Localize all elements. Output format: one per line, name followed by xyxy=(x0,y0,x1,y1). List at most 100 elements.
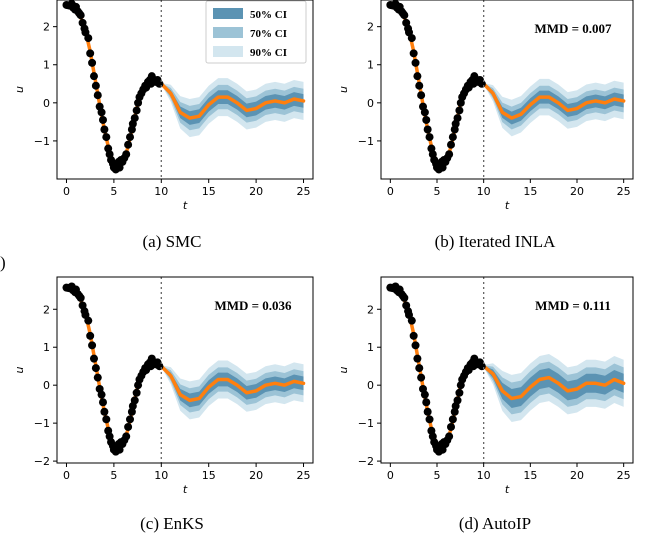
observation-point xyxy=(423,125,432,134)
x-tick-label: 0 xyxy=(63,469,70,482)
legend-label: 50% CI xyxy=(250,9,287,21)
observation-point xyxy=(76,293,85,302)
y-tick-label: 0 xyxy=(43,97,50,110)
x-tick-label: 5 xyxy=(434,185,441,198)
y-tick-label: −1 xyxy=(358,417,374,430)
x-tick-label: 10 xyxy=(154,185,168,198)
observation-point xyxy=(93,373,102,382)
observation-point xyxy=(86,331,95,340)
observation-point xyxy=(407,34,416,43)
observation-point xyxy=(100,125,109,134)
y-tick-label: 2 xyxy=(43,21,50,34)
axes-frame xyxy=(380,276,634,464)
y-tick-label: 2 xyxy=(367,303,374,316)
x-axis-label: t xyxy=(183,483,188,496)
y-tick-label: 1 xyxy=(367,341,374,354)
axes-frame xyxy=(56,276,314,464)
observation-point xyxy=(124,422,133,431)
y-tick-label: 0 xyxy=(367,97,374,110)
x-tick-label: 15 xyxy=(202,469,216,482)
y-tick-label: −1 xyxy=(358,135,374,148)
observation-point xyxy=(97,108,106,117)
observation-point xyxy=(453,114,462,123)
observation-point xyxy=(455,388,464,397)
observation-point xyxy=(415,81,424,90)
axes-frame xyxy=(380,0,634,180)
observation-point xyxy=(102,415,111,424)
legend-label: 70% CI xyxy=(250,28,287,40)
observation-point xyxy=(448,133,457,142)
observation-point xyxy=(455,106,464,115)
panel-caption: (c) EnKS xyxy=(140,514,204,533)
stray-glyph: ) xyxy=(0,253,6,272)
observation-point xyxy=(411,58,420,67)
x-tick-label: 10 xyxy=(154,469,168,482)
observation-point xyxy=(84,34,93,43)
x-tick-label: 5 xyxy=(434,469,441,482)
observation-point xyxy=(89,354,98,363)
observation-point xyxy=(88,58,97,67)
observation-point xyxy=(122,150,131,159)
ci50-band xyxy=(161,365,304,408)
chart-panel-0: 0 5 10 15 20 25 −1 0 1 2 t u 50% CI 70% CI 90% CI (a) S… xyxy=(13,0,314,251)
legend-label: 90% CI xyxy=(250,47,287,59)
observation-point xyxy=(155,79,164,88)
x-tick-label: 20 xyxy=(570,185,584,198)
observation-point xyxy=(132,388,141,397)
observation-point xyxy=(409,331,418,340)
x-tick-label: 25 xyxy=(617,185,631,198)
observation-point xyxy=(417,91,426,100)
observation-point xyxy=(420,108,429,117)
observation-point xyxy=(400,293,409,302)
y-tick-label: −2 xyxy=(34,455,50,468)
observation-point xyxy=(447,422,455,431)
panel-caption: (d) AutoIP xyxy=(459,514,531,533)
observation-point xyxy=(445,432,454,441)
x-tick-label: 10 xyxy=(477,185,491,198)
observation-point xyxy=(425,133,434,142)
observation-point xyxy=(422,398,431,407)
observation-point xyxy=(102,133,111,142)
observation-point xyxy=(422,115,431,124)
x-tick-label: 0 xyxy=(63,185,70,198)
ci50-band xyxy=(161,83,304,125)
observation-point xyxy=(98,398,107,407)
x-tick-label: 0 xyxy=(387,469,394,482)
plot-area xyxy=(386,282,626,456)
observation-point xyxy=(130,114,139,123)
y-axis-label: u xyxy=(337,86,350,93)
observation-point xyxy=(413,72,422,81)
legend-swatch xyxy=(213,46,243,57)
observation-point xyxy=(86,49,95,58)
plot-area xyxy=(62,0,306,174)
legend-swatch xyxy=(213,8,243,19)
x-tick-label: 0 xyxy=(387,185,394,198)
observation-point xyxy=(453,396,462,405)
panel-caption: (b) Iterated INLA xyxy=(435,232,557,251)
observation-point xyxy=(122,432,131,441)
observation-point xyxy=(448,415,457,424)
y-tick-label: 1 xyxy=(367,59,374,72)
x-axis-label: t xyxy=(183,199,188,212)
observation-point xyxy=(413,354,422,363)
observation-point xyxy=(93,91,102,100)
x-tick-label: 20 xyxy=(570,469,584,482)
legend-swatch xyxy=(213,27,243,38)
y-tick-label: −1 xyxy=(34,135,50,148)
x-tick-label: 15 xyxy=(523,185,537,198)
observation-point xyxy=(409,49,418,58)
plot-area xyxy=(62,282,306,456)
observation-point xyxy=(423,407,432,416)
observation-point xyxy=(91,81,100,90)
x-tick-label: 15 xyxy=(202,185,216,198)
x-tick-label: 25 xyxy=(297,185,311,198)
observation-point xyxy=(417,373,426,382)
observation-point xyxy=(411,341,420,350)
observation-point xyxy=(100,407,109,416)
plot-area xyxy=(386,0,626,174)
observation-point xyxy=(89,72,98,81)
x-tick-label: 10 xyxy=(477,469,491,482)
observation-point xyxy=(126,133,135,142)
x-tick-label: 25 xyxy=(297,469,311,482)
y-axis-label: u xyxy=(13,86,26,93)
